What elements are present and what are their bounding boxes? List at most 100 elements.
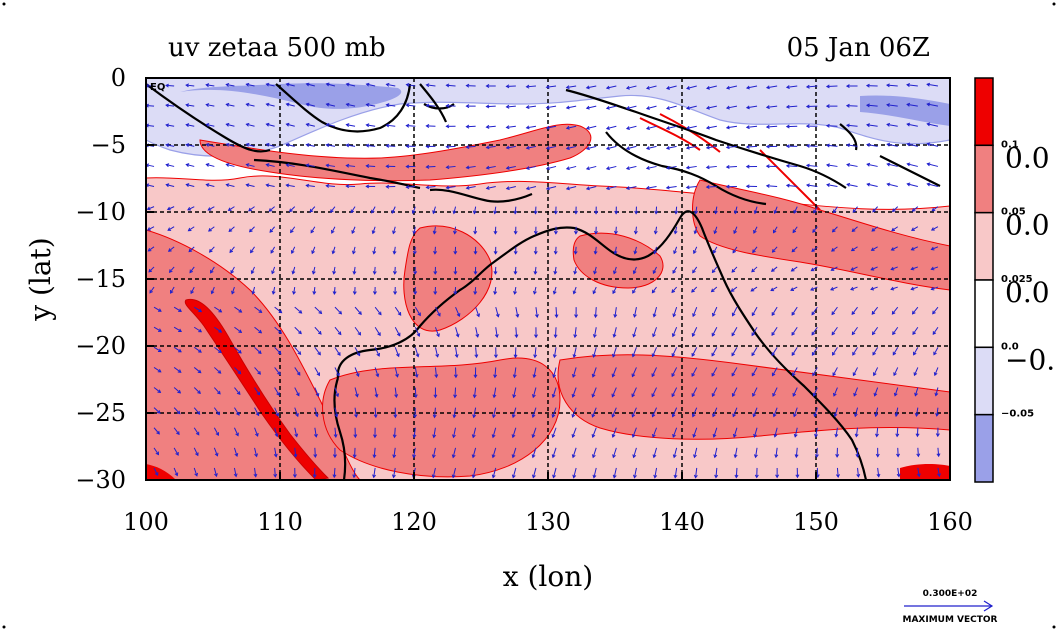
wind-vector-head-484 xyxy=(238,329,243,333)
colorbar-swatch-2 xyxy=(974,211,994,281)
wind-vector-75 xyxy=(846,105,858,107)
wind-vector-head-508 xyxy=(711,332,716,337)
wind-vector-head-535 xyxy=(454,354,459,359)
wind-vector-head-77 xyxy=(886,103,890,108)
wind-vector-head-502 xyxy=(592,334,597,339)
wind-vector-head-515 xyxy=(851,331,856,336)
wind-vector-378 xyxy=(514,266,517,274)
wind-vector-47 xyxy=(286,103,295,107)
wind-vector-522 xyxy=(193,346,202,353)
wind-vector-head-668 xyxy=(712,413,716,418)
wind-vector-head-522 xyxy=(198,349,202,353)
wind-vector-486 xyxy=(274,326,282,334)
wind-vector-742 xyxy=(592,447,597,458)
wind-vector-88 xyxy=(306,123,315,127)
wind-vector-head-610 xyxy=(354,393,359,398)
colorbar-value-0: 0.0 xyxy=(1005,141,1050,174)
wind-vector-659 xyxy=(532,407,537,418)
wind-vector-51 xyxy=(366,103,376,107)
wind-vector-715 xyxy=(855,427,859,437)
wind-vector-658 xyxy=(512,407,517,418)
wind-vector-head-631 xyxy=(772,392,776,397)
wind-vector-394 xyxy=(831,266,838,271)
wind-vector-291 xyxy=(372,226,376,234)
wind-vector-head-524 xyxy=(237,349,242,354)
colorbar-swatch-4 xyxy=(974,346,994,416)
wind-vector-482 xyxy=(193,326,202,333)
wind-vector-596 xyxy=(873,367,879,376)
wind-vector-head-424 xyxy=(632,289,636,294)
wind-vector-89 xyxy=(326,123,336,127)
wind-vector-head-24 xyxy=(625,85,630,90)
wind-vector-164 xyxy=(226,163,235,167)
wind-vector-179 xyxy=(526,165,537,170)
wind-vector-head-443 xyxy=(218,308,223,313)
wind-vector-head-452 xyxy=(397,312,402,316)
wind-vector-head-622 xyxy=(591,393,596,398)
wind-vector-head-61 xyxy=(565,105,570,110)
wind-vector-head-530 xyxy=(356,352,361,357)
x-tick-label-130: 130 xyxy=(525,508,571,536)
wind-vector-head-425 xyxy=(651,289,656,294)
wind-vector-167 xyxy=(286,164,295,167)
wind-vector-127 xyxy=(286,143,295,147)
wind-vector-544 xyxy=(632,347,637,357)
wind-vector-head-680 xyxy=(156,430,160,435)
wind-vector-head-614 xyxy=(433,394,438,399)
wind-vector-head-193 xyxy=(805,163,810,168)
wind-vector-head-486 xyxy=(278,330,283,334)
wind-vector-90 xyxy=(346,124,356,127)
wind-vector-202 xyxy=(186,184,195,188)
wind-vector-head-420 xyxy=(552,290,557,295)
wind-vector-521 xyxy=(173,346,182,353)
wind-vector-head-1 xyxy=(165,83,169,88)
wind-vector-716 xyxy=(876,427,879,437)
wind-vector-668 xyxy=(712,407,718,417)
wind-vector-303 xyxy=(615,226,617,234)
wind-vector-head-693 xyxy=(412,434,417,439)
wind-vector-head-495 xyxy=(455,333,460,338)
wind-vector-head-741 xyxy=(571,454,576,459)
wind-vector-332 xyxy=(393,246,396,254)
wind-vector-784 xyxy=(633,467,637,478)
wind-vector-679 xyxy=(936,407,939,416)
wind-vector-head-35 xyxy=(845,84,850,89)
positive-region-gulf xyxy=(572,232,664,289)
wind-vector-head-612 xyxy=(394,394,399,399)
wind-vector-head-669 xyxy=(732,413,736,418)
wind-vector-731 xyxy=(373,447,376,458)
wind-vector-head-280 xyxy=(146,227,151,231)
wind-vector-536 xyxy=(475,347,478,358)
wind-vector-594 xyxy=(832,367,838,376)
wind-vector-428 xyxy=(711,286,718,293)
wind-vector-head-349 xyxy=(732,249,737,254)
wind-vector-head-783 xyxy=(612,474,617,479)
wind-vector-85 xyxy=(246,123,255,127)
wind-vector-236 xyxy=(867,183,878,188)
wind-vector-114 xyxy=(826,125,838,127)
wind-vector-head-355 xyxy=(850,247,855,252)
wind-vector-40 xyxy=(146,104,155,107)
wind-vector-748 xyxy=(714,447,718,458)
wind-vector-620 xyxy=(552,387,557,398)
coast-australia-west xyxy=(333,377,347,480)
wind-vector-778 xyxy=(512,467,517,478)
wind-vector-head-136 xyxy=(465,145,470,149)
wind-vector-head-694 xyxy=(432,434,437,439)
corner-mark-tl xyxy=(2,2,6,6)
wind-vector-head-217 xyxy=(485,186,490,190)
wind-vector-722 xyxy=(193,447,199,456)
wind-vector-head-274 xyxy=(833,209,837,214)
wind-vector-head-686 xyxy=(274,433,279,438)
wind-vector-175 xyxy=(446,165,456,168)
wind-vector-head-407 xyxy=(292,290,296,295)
wind-vector-head-3 xyxy=(205,83,210,88)
wind-vector-head-427 xyxy=(691,288,695,293)
x-tick-label-110: 110 xyxy=(257,508,303,536)
wind-vector-225 xyxy=(646,186,657,189)
wind-vector-460 xyxy=(555,307,558,318)
wind-vector-head-434 xyxy=(830,287,835,291)
wind-vector-head-759 xyxy=(936,453,941,458)
wind-vector-318 xyxy=(911,226,919,231)
wind-vector-head-157 xyxy=(886,142,891,147)
